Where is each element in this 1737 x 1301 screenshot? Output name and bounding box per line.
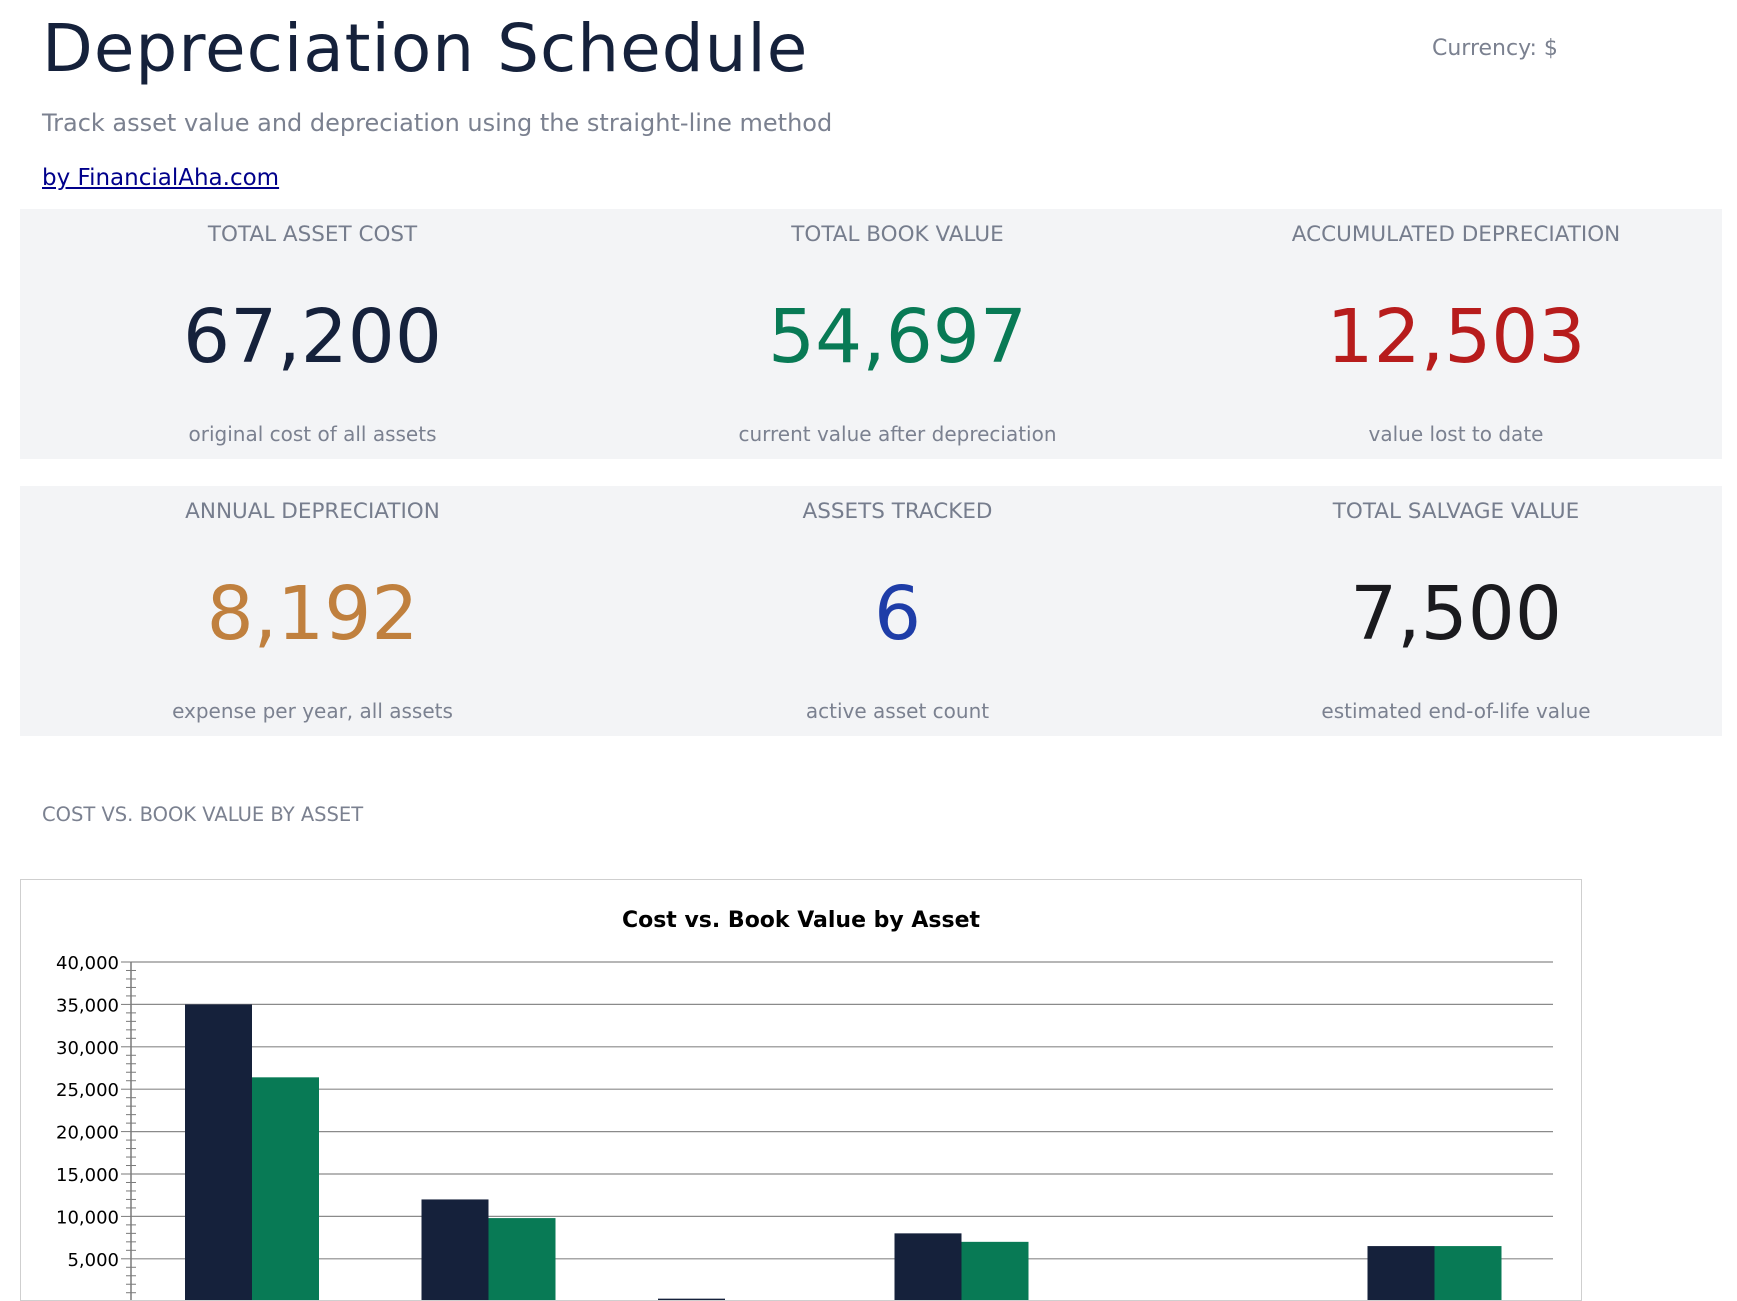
kpi-label: TOTAL BOOK VALUE <box>791 222 1004 247</box>
byline-link[interactable]: by FinancialAha.com <box>42 165 280 191</box>
y-tick-label: 25,000 <box>56 1080 119 1101</box>
kpi-accumulated-depreciation: ACCUMULATED DEPRECIATION 12,503 value lo… <box>1190 209 1722 459</box>
kpi-value: 67,200 <box>183 294 442 380</box>
chart-frame: Cost vs. Book Value by Asset 40,000 35,000… <box>20 879 1582 1301</box>
y-tick-label: 40,000 <box>56 953 119 974</box>
kpi-assets-tracked: ASSETS TRACKED 6 active asset count <box>605 486 1190 736</box>
y-tick-label: 10,000 <box>56 1207 119 1228</box>
chart-title: Cost vs. Book Value by Asset <box>622 908 981 933</box>
cost-bar <box>894 1233 962 1300</box>
kpi-note: value lost to date <box>1368 422 1544 446</box>
kpi-annual-depreciation: ANNUAL DEPRECIATION 8,192 expense per ye… <box>20 486 605 736</box>
book-bar <box>961 1241 1029 1300</box>
y-tick-label: 30,000 <box>56 1038 119 1059</box>
kpi-note: expense per year, all assets <box>172 699 453 723</box>
y-tick-label: 20,000 <box>56 1123 119 1144</box>
kpi-total-asset-cost: TOTAL ASSET COST 67,200 original cost of… <box>20 209 605 459</box>
kpi-value: 12,503 <box>1326 294 1586 380</box>
page-subtitle: Track asset value and depreciation using… <box>42 109 833 137</box>
kpi-note: current value after depreciation <box>738 422 1057 446</box>
kpi-label: ACCUMULATED DEPRECIATION <box>1291 222 1621 247</box>
cost-bar <box>658 1298 725 1300</box>
y-tick-label: 35,000 <box>56 995 119 1016</box>
kpi-note: active asset count <box>805 699 990 723</box>
kpi-note: estimated end-of-life value <box>1321 699 1591 723</box>
kpi-label: ASSETS TRACKED <box>802 499 993 524</box>
book-bar <box>1434 1246 1502 1300</box>
kpi-row-2: ANNUAL DEPRECIATION 8,192 expense per ye… <box>20 486 1722 736</box>
kpi-row-1: TOTAL ASSET COST 67,200 original cost of… <box>20 209 1722 459</box>
kpi-value: 6 <box>873 571 922 657</box>
kpi-label: ANNUAL DEPRECIATION <box>185 499 440 524</box>
kpi-total-salvage-value: TOTAL SALVAGE VALUE 7,500 estimated end-… <box>1190 486 1722 736</box>
kpi-value: 8,192 <box>206 571 419 657</box>
currency-label: Currency: $ <box>1432 36 1558 61</box>
cost-bar <box>1367 1246 1435 1300</box>
kpi-value: 54,697 <box>768 294 1027 380</box>
kpi-note: original cost of all assets <box>188 422 437 446</box>
y-tick-label: 15,000 <box>56 1165 119 1186</box>
cost-bar <box>185 1004 252 1300</box>
cost-vs-book-chart: Cost vs. Book Value by Asset 40,000 35,000… <box>56 908 1553 1300</box>
cost-bar <box>421 1199 489 1300</box>
y-tick-label: 5,000 <box>67 1250 119 1271</box>
page-title: Depreciation Schedule <box>42 10 809 87</box>
kpi-value: 7,500 <box>1350 571 1562 657</box>
kpi-label: TOTAL SALVAGE VALUE <box>1332 499 1580 524</box>
chart-section-label: COST VS. BOOK VALUE BY ASSET <box>42 803 364 826</box>
book-bar <box>252 1077 319 1300</box>
book-bar <box>488 1218 556 1300</box>
kpi-label: TOTAL ASSET COST <box>207 222 418 247</box>
kpi-total-book-value: TOTAL BOOK VALUE 54,697 current value af… <box>605 209 1190 459</box>
